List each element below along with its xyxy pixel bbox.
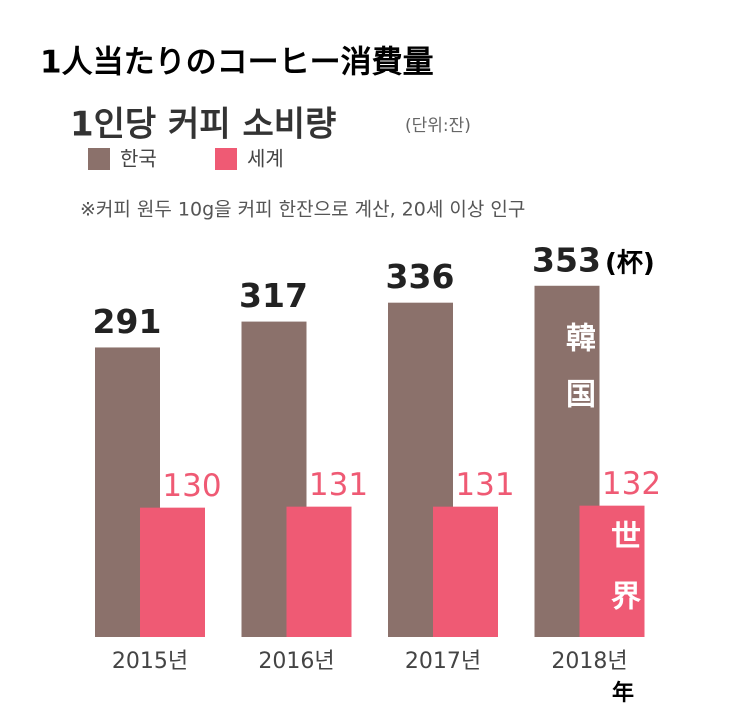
value-label: 291 xyxy=(93,302,162,341)
x-tick-label: 2017년 xyxy=(405,649,481,674)
value-label: 130 xyxy=(162,468,221,504)
footnote: ※커피 원두 10g을 커피 한잔으로 계산, 20세 이상 인구 xyxy=(80,199,525,221)
chart-title: 1人当たりのコーヒー消費量 xyxy=(40,45,434,81)
legend-label: 세계 xyxy=(247,147,284,171)
bar xyxy=(286,506,352,637)
chart-subtitle: 1인당 커피 소비량 xyxy=(70,105,336,145)
x-tick-label: 2018년 xyxy=(551,649,627,674)
bar xyxy=(140,507,205,637)
legend-swatch xyxy=(215,148,237,170)
value-label: 132 xyxy=(602,466,661,502)
world-annotation: 世界 xyxy=(605,520,640,640)
legend-swatch xyxy=(88,148,110,170)
unit-note: (단위:잔) xyxy=(405,116,471,136)
value-label: 336 xyxy=(386,257,455,296)
value-label: 317 xyxy=(239,276,308,315)
bar xyxy=(433,506,498,637)
bar xyxy=(579,505,645,637)
unit-label: (杯) xyxy=(605,249,655,279)
x-tick-label: 2015년 xyxy=(112,649,188,674)
value-label: 353 xyxy=(532,240,601,279)
x-tick-label: 2016년 xyxy=(258,649,334,674)
value-label: 131 xyxy=(455,467,514,503)
value-label: 131 xyxy=(309,467,368,503)
year-label: 年 xyxy=(612,680,634,706)
korea-annotation: 韓国 xyxy=(560,322,595,434)
legend-label: 한국 xyxy=(120,147,157,171)
